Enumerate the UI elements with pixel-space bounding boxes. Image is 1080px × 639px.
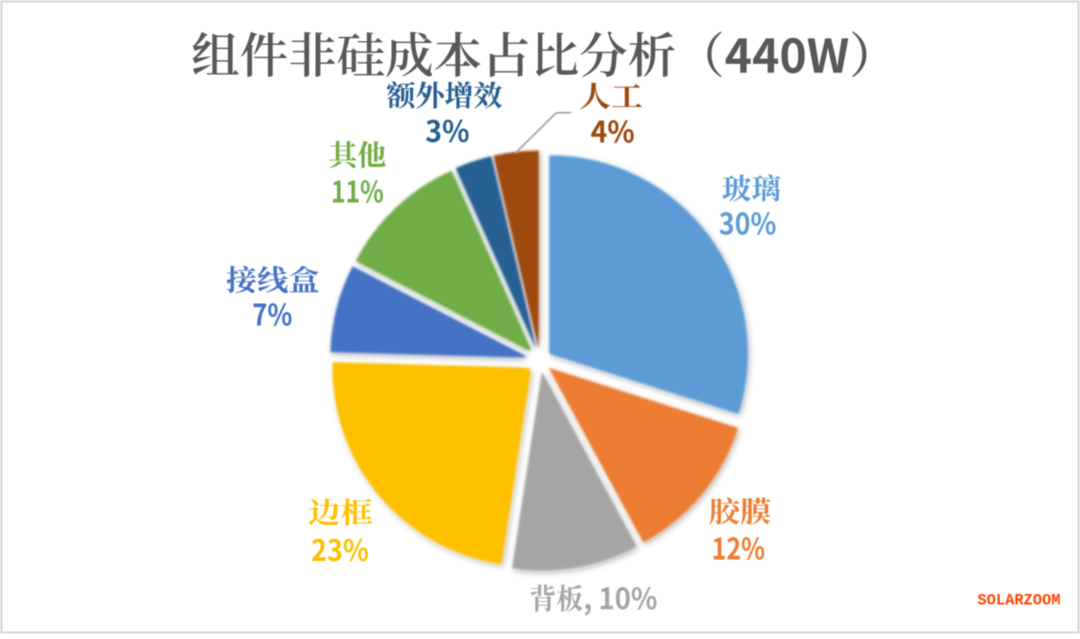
svg-text:SOLARZOOM: SOLARZOOM xyxy=(977,592,1060,610)
